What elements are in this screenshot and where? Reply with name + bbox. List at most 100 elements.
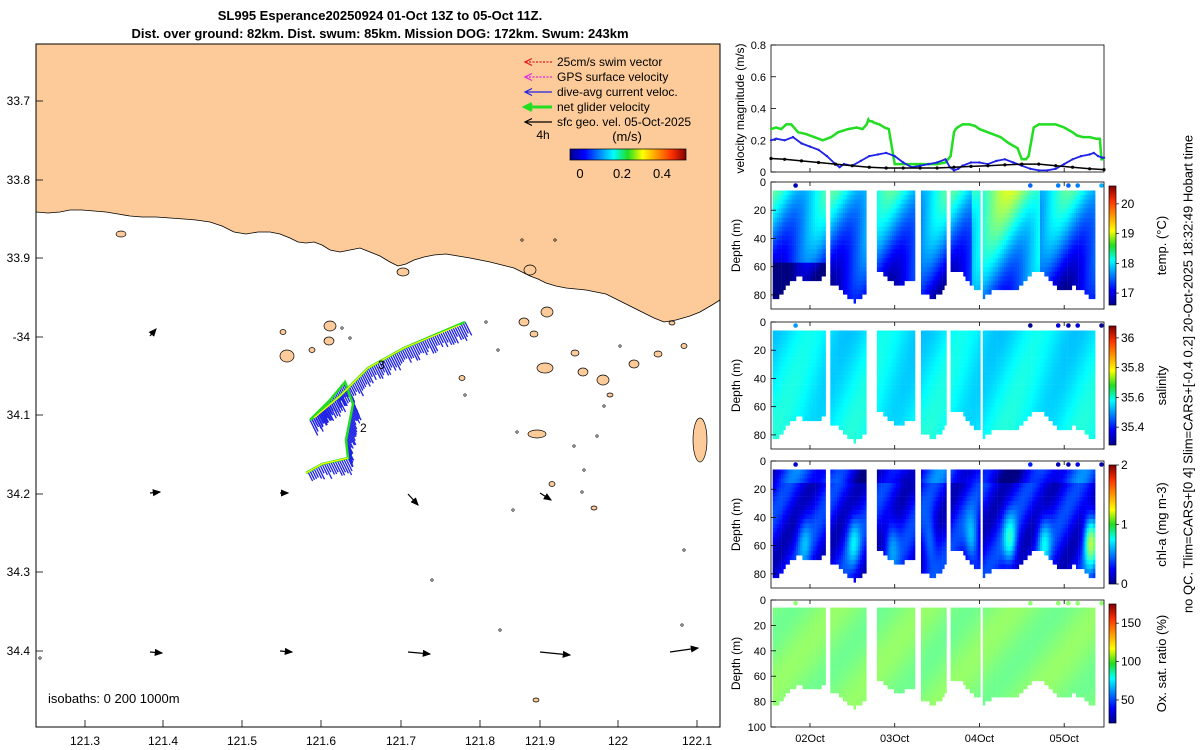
section-cell <box>896 280 899 286</box>
section-cell <box>896 339 899 345</box>
section-cell <box>772 330 776 336</box>
depth-axis-label: Depth (m) <box>729 219 743 272</box>
section-cell <box>849 375 852 381</box>
section-cell <box>961 204 964 209</box>
section-cell <box>808 339 812 345</box>
section-cell <box>1093 231 1096 236</box>
current-vector <box>349 418 358 433</box>
section-cell <box>1004 195 1007 200</box>
section-cell <box>832 362 835 367</box>
section-cell <box>845 222 848 227</box>
section-cell <box>817 393 820 399</box>
isobaths-label: isobaths: 0 200 1000m <box>48 691 180 706</box>
section-cell <box>804 199 807 205</box>
section-cell <box>967 190 970 196</box>
section-cell <box>973 285 977 291</box>
section-cell <box>1031 190 1034 196</box>
section-cell <box>929 235 932 241</box>
section-cell <box>787 271 790 277</box>
section-cell <box>836 348 840 354</box>
section-cell <box>959 330 962 336</box>
velocity-point <box>1063 162 1066 166</box>
section-cell <box>900 375 903 381</box>
section-cell <box>889 226 892 232</box>
section-cell <box>855 375 859 381</box>
section-cell <box>1016 213 1020 218</box>
velocity-point <box>978 161 981 164</box>
section-cell <box>1090 231 1094 236</box>
section-cell <box>1050 217 1053 223</box>
section-cell <box>925 339 928 345</box>
section-cell <box>1029 217 1032 223</box>
section-cell <box>933 357 937 363</box>
section-cell <box>893 398 897 403</box>
section-cell <box>885 335 888 340</box>
section-cell <box>802 402 805 408</box>
section-cell <box>1044 217 1047 223</box>
current-vector <box>365 369 374 384</box>
section-cell <box>785 371 788 376</box>
section-cell <box>776 280 780 286</box>
section-cell <box>785 267 788 272</box>
section-cell <box>887 226 890 232</box>
section-cell <box>1006 213 1009 218</box>
section-cell <box>810 335 814 340</box>
section-cell <box>817 330 820 336</box>
section-cell <box>900 271 903 277</box>
velocity-point <box>1030 135 1034 139</box>
section-cell <box>787 276 790 282</box>
section-cell <box>912 208 916 214</box>
section-cell <box>933 240 937 245</box>
section-cell <box>1016 244 1020 250</box>
section-cell <box>900 398 903 403</box>
section-cell <box>804 402 807 408</box>
section-cell <box>798 380 801 385</box>
section-cell <box>1057 276 1060 282</box>
section-cell <box>885 362 888 367</box>
section-cell <box>806 276 809 282</box>
section-cell <box>804 407 807 412</box>
isobath-specks <box>38 238 686 660</box>
section-cell <box>1063 280 1066 286</box>
section-cell <box>845 199 848 205</box>
section-cell <box>857 226 861 232</box>
section-cell <box>1071 222 1075 227</box>
section-cell <box>810 353 814 358</box>
section-cell <box>864 353 867 358</box>
section-cell <box>959 348 962 354</box>
section-cell <box>1025 240 1028 245</box>
section-cell <box>787 217 790 223</box>
section-cell <box>804 222 807 227</box>
section-cell <box>965 271 968 277</box>
section-cell <box>973 244 977 250</box>
section-cell <box>1016 204 1020 209</box>
section-cell <box>815 217 818 223</box>
section-cell <box>883 357 886 363</box>
section-cell <box>779 416 782 422</box>
section-cell <box>823 262 826 268</box>
section-cell <box>1076 244 1079 250</box>
section-cell <box>1021 249 1024 254</box>
section-cell <box>1004 240 1007 245</box>
section-cell <box>1012 276 1015 282</box>
section-cell <box>889 357 892 363</box>
section-cell <box>902 190 905 196</box>
section-cell <box>789 258 792 263</box>
section-cell <box>896 190 899 196</box>
section-cell <box>819 235 822 241</box>
section-cell <box>1008 204 1011 209</box>
section-cell <box>806 353 809 358</box>
section-cell <box>908 398 912 403</box>
section-cell <box>849 429 852 435</box>
section-cell <box>815 335 818 340</box>
section-cell <box>855 285 859 291</box>
section-cell <box>900 280 903 286</box>
section-cell <box>959 344 962 349</box>
section-cell <box>1067 195 1070 200</box>
section-cell <box>840 280 844 286</box>
section-cell <box>1067 271 1070 277</box>
section-cell <box>1057 258 1060 263</box>
section-cell <box>921 402 924 408</box>
section-cell <box>893 240 897 245</box>
section-cell <box>855 362 859 367</box>
